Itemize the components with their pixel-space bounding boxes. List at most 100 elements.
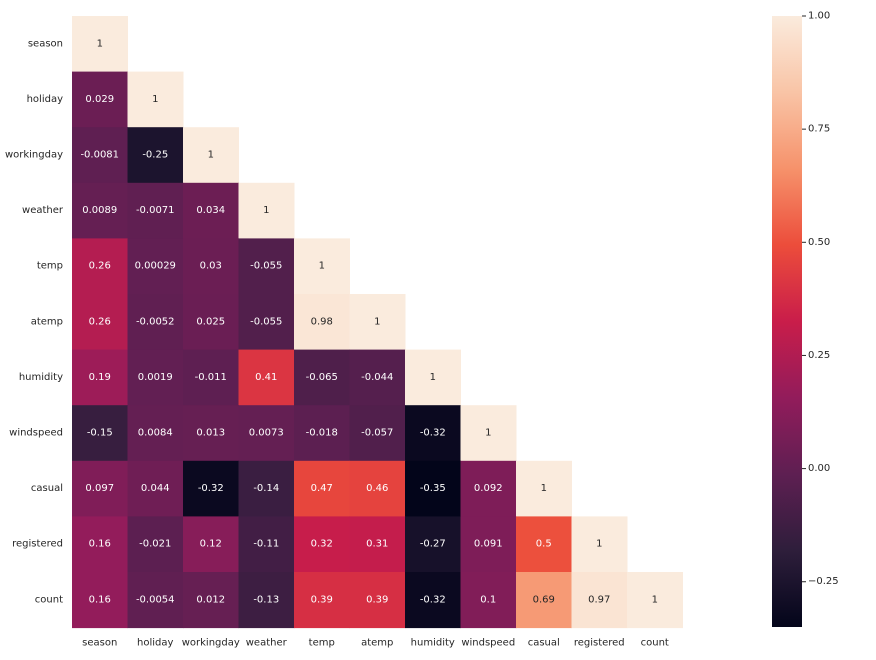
cell-value-label: -0.14 — [253, 483, 279, 494]
cell-value-label: 0.0089 — [82, 205, 117, 216]
heatmap-cell-temp-workingday — [183, 238, 239, 295]
cell-value-label: 0.46 — [366, 483, 388, 494]
cell-value-label: 0.029 — [85, 94, 114, 105]
colorbar-tick-label: 1.00 — [808, 11, 830, 22]
cell-value-label: 0.03 — [200, 261, 222, 272]
heatmap-cell-workingday-holiday — [127, 127, 184, 184]
cell-value-label: 0.32 — [311, 539, 333, 550]
heatmap-cell-season-season — [72, 16, 128, 73]
heatmap-cell-registered-season — [72, 516, 128, 573]
cell-value-label: 0.013 — [196, 428, 225, 439]
x-tick-windspeed: windspeed — [461, 638, 515, 649]
cell-value-label: 1 — [596, 539, 602, 550]
x-tick-humidity: humidity — [411, 638, 455, 649]
heatmap-cell-casual-atemp — [349, 460, 406, 517]
colorbar-ticks: 1.00 0.75 0.50 0.25 0.00 −0.25 — [802, 11, 839, 587]
cell-value-label: 0.97 — [588, 594, 610, 605]
cell-value-label: 0.034 — [196, 205, 225, 216]
cell-value-label: -0.055 — [250, 261, 282, 272]
heatmap-cell-registered-humidity — [405, 516, 461, 573]
heatmap-cell-casual-weather — [238, 460, 295, 517]
cell-value-label: -0.15 — [87, 428, 113, 439]
cell-value-label: 1 — [263, 205, 269, 216]
colorbar-tick-label: 0.50 — [808, 237, 830, 248]
heatmap-cell-temp-season — [72, 238, 128, 295]
colorbar-tick-label: 0.25 — [808, 350, 830, 361]
y-tick-labels: season holiday workingday weather temp atemp h… — [5, 38, 64, 605]
x-tick-holiday: holiday — [137, 638, 173, 649]
cell-value-label: 0.39 — [366, 594, 388, 605]
cell-value-label: 1 — [652, 594, 658, 605]
heatmap-cell-registered-temp — [294, 516, 350, 573]
y-tick-workingday: workingday — [5, 150, 63, 161]
cell-value-label: 0.12 — [200, 539, 222, 550]
cell-value-label: 1 — [485, 428, 491, 439]
heatmap-cell-count-registered — [571, 572, 628, 629]
heatmap-cell-count-windspeed — [460, 572, 517, 629]
heatmap-cell-casual-casual — [516, 460, 572, 517]
heatmap-annotations: 1 0.029 1 -0.0081 -0.25 1 0.0089 -0.0071 0.034 1 0… — [80, 38, 657, 605]
cell-value-label: -0.0054 — [136, 594, 175, 605]
y-tick-count: count — [35, 594, 63, 605]
cell-value-label: 0.1 — [480, 594, 496, 605]
heatmap-cell-windspeed-atemp — [349, 405, 406, 462]
y-tick-weather: weather — [22, 205, 64, 216]
y-tick-atemp: atemp — [31, 316, 63, 327]
heatmap-cell-windspeed-holiday — [127, 405, 184, 462]
x-tick-registered: registered — [574, 638, 625, 649]
heatmap-cell-casual-humidity — [405, 460, 461, 517]
heatmap-cell-casual-workingday — [183, 460, 239, 517]
heatmap-cell-count-count — [627, 572, 683, 629]
heatmap-cell-humidity-season — [72, 349, 128, 406]
cell-value-label: -0.021 — [139, 539, 171, 550]
cell-value-label: 0.0073 — [249, 428, 284, 439]
cell-value-label: 1 — [208, 150, 214, 161]
heatmap-cell-count-casual — [516, 572, 572, 629]
colorbar — [772, 16, 802, 627]
heatmap-cell-registered-registered — [571, 516, 628, 573]
cell-value-label: 0.091 — [474, 539, 503, 550]
y-tick-holiday: holiday — [27, 94, 63, 105]
heatmap-cell-atemp-holiday — [127, 294, 184, 351]
heatmap-cell-weather-workingday — [183, 182, 239, 239]
cell-value-label: 0.47 — [311, 483, 333, 494]
cell-value-label: 0.5 — [536, 539, 552, 550]
heatmap-cells — [72, 16, 683, 629]
heatmap-cell-atemp-workingday — [183, 294, 239, 351]
heatmap-cell-windspeed-temp — [294, 405, 350, 462]
cell-value-label: -0.27 — [420, 539, 446, 550]
heatmap-cell-holiday-season — [72, 71, 128, 128]
cell-value-label: 0.19 — [89, 372, 111, 383]
y-tick-season: season — [28, 38, 63, 49]
heatmap-cell-casual-windspeed — [460, 460, 517, 517]
cell-value-label: 1 — [374, 316, 380, 327]
heatmap-cell-windspeed-workingday — [183, 405, 239, 462]
cell-value-label: 0.26 — [89, 261, 111, 272]
heatmap-cell-windspeed-season — [72, 405, 128, 462]
cell-value-label: 0.025 — [196, 316, 225, 327]
heatmap-cell-humidity-weather — [238, 349, 295, 406]
cell-value-label: 0.092 — [474, 483, 503, 494]
colorbar-tick-label: 0.75 — [808, 124, 830, 135]
cell-value-label: 0.097 — [85, 483, 114, 494]
heatmap-cell-humidity-atemp — [349, 349, 406, 406]
cell-value-label: 1 — [541, 483, 547, 494]
cell-value-label: 1 — [430, 372, 436, 383]
heatmap-cell-count-holiday — [127, 572, 184, 629]
cell-value-label: 0.98 — [311, 316, 333, 327]
cell-value-label: 0.31 — [366, 539, 388, 550]
y-tick-windspeed: windspeed — [9, 428, 63, 439]
heatmap-cell-count-season — [72, 572, 128, 629]
heatmap-cell-casual-temp — [294, 460, 350, 517]
heatmap-cell-registered-weather — [238, 516, 295, 573]
cell-value-label: 0.012 — [196, 594, 225, 605]
cell-value-label: 1 — [152, 94, 158, 105]
cell-value-label: -0.0081 — [80, 150, 119, 161]
heatmap-cell-temp-weather — [238, 238, 295, 295]
heatmap-cell-weather-holiday — [127, 182, 184, 239]
cell-value-label: -0.13 — [253, 594, 279, 605]
cell-value-label: -0.011 — [195, 372, 227, 383]
colorbar-tick-label: 0.00 — [808, 463, 830, 474]
cell-value-label: 0.00029 — [135, 261, 176, 272]
